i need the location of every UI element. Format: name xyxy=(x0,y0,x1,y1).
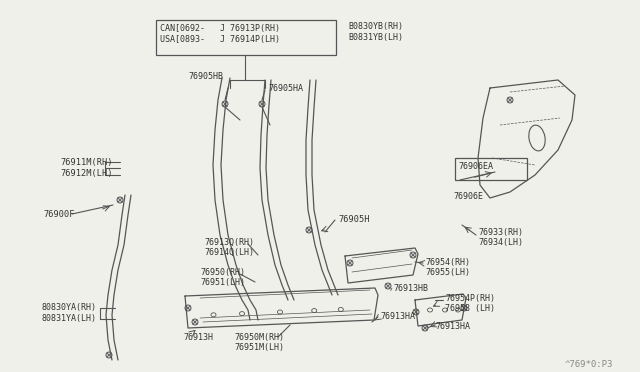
Text: 76955(LH): 76955(LH) xyxy=(425,268,470,277)
Ellipse shape xyxy=(222,101,228,107)
Text: B0830YB(RH): B0830YB(RH) xyxy=(348,22,403,31)
Bar xyxy=(156,20,336,55)
Ellipse shape xyxy=(461,305,467,311)
Ellipse shape xyxy=(192,319,198,325)
Ellipse shape xyxy=(385,283,391,289)
Text: 76934(LH): 76934(LH) xyxy=(478,238,523,247)
Text: 76950(RH): 76950(RH) xyxy=(200,268,245,277)
Text: 76905HB: 76905HB xyxy=(188,72,223,81)
Ellipse shape xyxy=(347,260,353,266)
Text: 76954P(RH): 76954P(RH) xyxy=(445,294,495,303)
Text: ^769*0:P3: ^769*0:P3 xyxy=(565,360,613,369)
Text: 76913HA: 76913HA xyxy=(380,312,415,321)
Text: 76911M(RH): 76911M(RH) xyxy=(60,158,113,167)
Ellipse shape xyxy=(259,101,265,107)
Text: 76912M(LH): 76912M(LH) xyxy=(60,169,113,178)
Ellipse shape xyxy=(185,305,191,311)
Text: 76906E: 76906E xyxy=(453,192,483,201)
Text: 76913Q(RH): 76913Q(RH) xyxy=(204,238,254,247)
Text: 76905H: 76905H xyxy=(338,215,369,224)
Text: B0831YB(LH): B0831YB(LH) xyxy=(348,33,403,42)
Text: USA[0893-   J 76914P(LH): USA[0893- J 76914P(LH) xyxy=(160,35,280,44)
Ellipse shape xyxy=(507,97,513,103)
Text: 76951(LH): 76951(LH) xyxy=(200,278,245,287)
Text: 80831YA(LH): 80831YA(LH) xyxy=(42,314,97,323)
Bar xyxy=(455,158,527,180)
Ellipse shape xyxy=(106,352,112,358)
Text: 76906EA: 76906EA xyxy=(458,162,493,171)
Ellipse shape xyxy=(117,197,123,203)
Text: 76913HB: 76913HB xyxy=(393,284,428,293)
Text: 76958 (LH): 76958 (LH) xyxy=(445,304,495,313)
Ellipse shape xyxy=(410,252,416,258)
Text: 80830YA(RH): 80830YA(RH) xyxy=(42,303,97,312)
Text: 76914Q(LH): 76914Q(LH) xyxy=(204,248,254,257)
Text: 76905HA: 76905HA xyxy=(268,84,303,93)
Text: 76933(RH): 76933(RH) xyxy=(478,228,523,237)
Text: 76913H: 76913H xyxy=(183,333,213,342)
Text: CAN[0692-   J 76913P(RH): CAN[0692- J 76913P(RH) xyxy=(160,24,280,33)
Text: 76954(RH): 76954(RH) xyxy=(425,258,470,267)
Text: 76951M(LH): 76951M(LH) xyxy=(234,343,284,352)
Text: 76900F: 76900F xyxy=(43,210,74,219)
Text: 76950M(RH): 76950M(RH) xyxy=(234,333,284,342)
Ellipse shape xyxy=(422,325,428,331)
Ellipse shape xyxy=(413,309,419,315)
Text: 76913HA: 76913HA xyxy=(435,322,470,331)
Ellipse shape xyxy=(306,227,312,233)
